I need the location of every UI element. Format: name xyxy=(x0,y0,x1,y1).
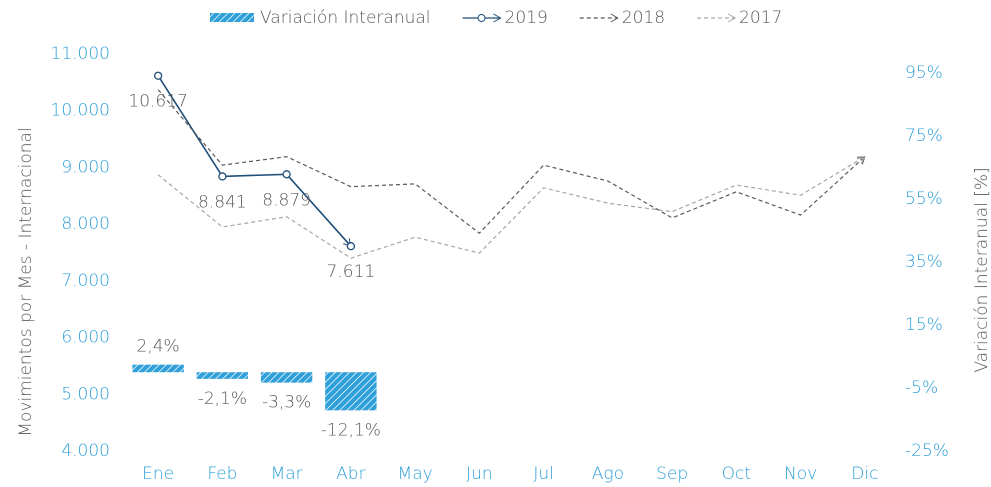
legend-label: 2019 xyxy=(505,8,548,28)
data-label: 7.611 xyxy=(327,262,376,282)
y2-tick-label: 15% xyxy=(905,315,943,335)
y-tick-label: 7.000 xyxy=(61,271,110,291)
y2-tick-label: -25% xyxy=(905,441,949,461)
legend-marker xyxy=(477,14,486,22)
x-tick-label: Jun xyxy=(466,464,493,484)
bar xyxy=(260,372,313,383)
y2-tick-label: 75% xyxy=(905,126,943,146)
x-tick-label: Abr xyxy=(336,464,365,484)
data-label: 8.841 xyxy=(198,192,247,212)
y-tick-label: 6.000 xyxy=(61,328,110,348)
x-tick-label: Jul xyxy=(533,464,554,484)
bar xyxy=(325,372,377,411)
y-tick-label: 5.000 xyxy=(61,384,110,404)
x-tick-label: Mar xyxy=(271,464,303,484)
y-tick-label: 8.000 xyxy=(61,214,110,234)
bar xyxy=(196,372,249,379)
data-label: 8.879 xyxy=(262,190,311,210)
point xyxy=(153,71,163,80)
y-tick-label: 9.000 xyxy=(61,157,110,177)
point xyxy=(218,172,227,181)
legend-label: 2017 xyxy=(739,8,782,28)
y2-tick-label: 55% xyxy=(905,189,943,209)
y2-axis-title: Variación Interanual [%] xyxy=(972,167,991,372)
x-tick-label: Ene xyxy=(142,464,174,484)
point xyxy=(282,170,291,179)
y-axis-title: Movimientos por Mes - Internacional xyxy=(16,127,36,436)
bar xyxy=(132,364,184,373)
y-tick-label: 11.000 xyxy=(51,44,110,64)
y2-tick-label: 35% xyxy=(905,252,943,272)
data-label: 2,4% xyxy=(137,337,180,357)
y-tick-label: 10.000 xyxy=(51,101,110,121)
y-tick-label: 4.000 xyxy=(61,441,110,461)
data-label: -3,3% xyxy=(262,393,311,413)
legend-label: 2018 xyxy=(622,8,665,28)
y2-tick-label: -5% xyxy=(905,378,938,398)
x-tick-label: May xyxy=(398,464,433,484)
data-label: 10.617 xyxy=(128,92,187,112)
x-tick-label: Nov xyxy=(784,464,817,484)
y2-tick-label: 95% xyxy=(905,63,943,83)
line xyxy=(157,156,866,259)
line xyxy=(157,89,866,235)
legend-swatch xyxy=(210,13,254,22)
line xyxy=(157,75,352,247)
x-tick-label: Feb xyxy=(207,464,237,484)
data-label: -2,1% xyxy=(198,389,247,409)
point xyxy=(346,242,356,251)
data-label: -12,1% xyxy=(321,420,381,440)
x-tick-label: Oct xyxy=(722,464,751,484)
x-tick-label: Ago xyxy=(592,464,624,484)
legend-label: Variación Interanual xyxy=(260,8,431,28)
x-tick-label: Dic xyxy=(851,464,878,484)
x-tick-label: Sep xyxy=(656,464,688,484)
